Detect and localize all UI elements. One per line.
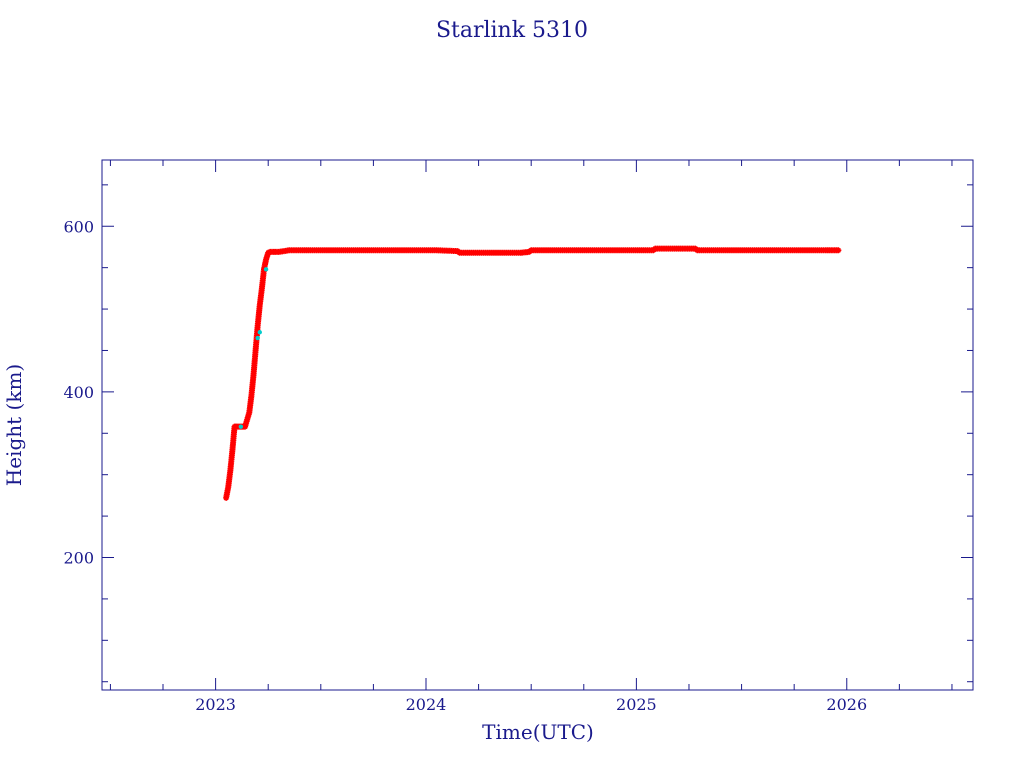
tick-labels: 2023 2024 2025 2026 200 400 600: [63, 217, 867, 714]
data-points: [223, 245, 842, 501]
x-tick-label: 2024: [406, 695, 447, 714]
data-point: [263, 267, 269, 272]
plot-frame: [101, 159, 974, 691]
axis-ticks: [102, 160, 973, 690]
chart-title: Starlink 5310: [436, 18, 588, 43]
y-tick-label: 200: [63, 549, 94, 568]
data-point: [257, 330, 262, 335]
y-tick-label: 600: [63, 217, 94, 236]
y-tick-label: 400: [63, 383, 94, 402]
x-tick-label: 2025: [616, 695, 657, 714]
data-point: [238, 424, 244, 429]
x-axis-label: Time(UTC): [482, 720, 594, 744]
y-axis-label: Height (km): [2, 364, 26, 486]
x-tick-label: 2023: [195, 695, 236, 714]
x-tick-label: 2026: [826, 695, 867, 714]
data-point: [255, 335, 260, 341]
data-point: [835, 247, 842, 254]
